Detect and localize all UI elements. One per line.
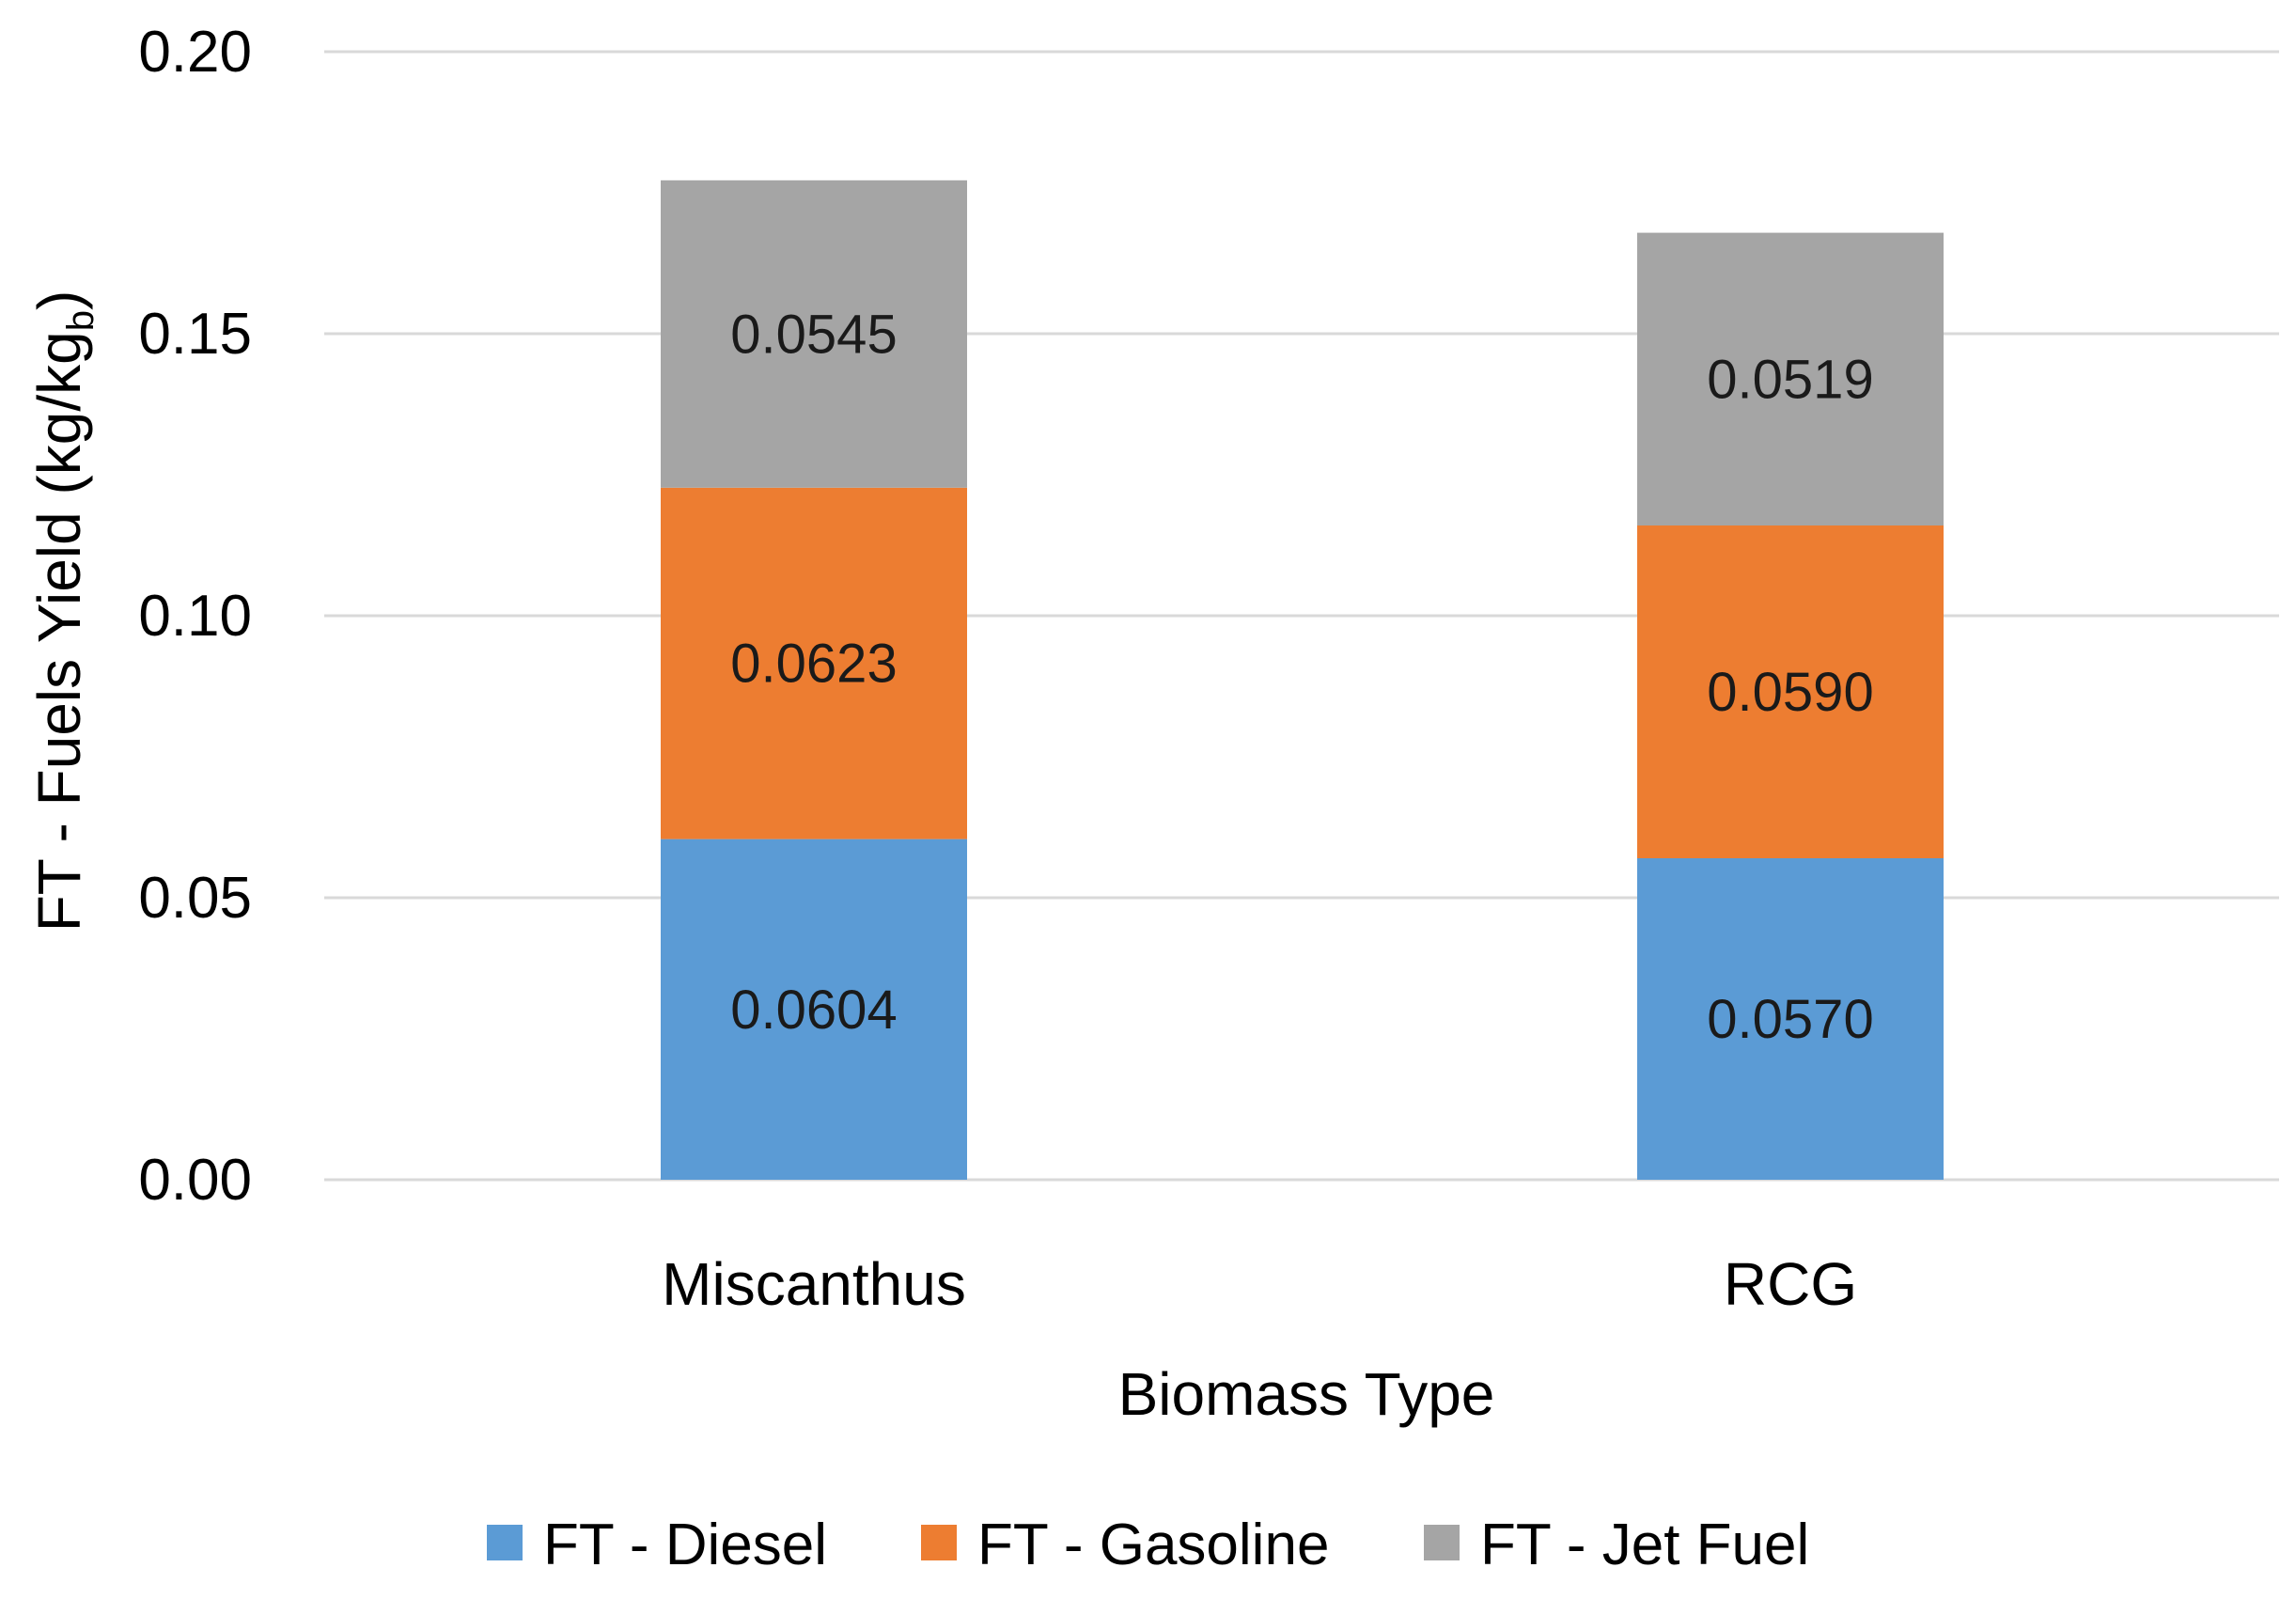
legend-swatch	[921, 1525, 957, 1560]
y-axis-title-main: FT - Fuels Yield (kg/kg	[25, 331, 93, 932]
legend-swatch	[1424, 1525, 1460, 1560]
data-label: 0.0590	[1707, 662, 1873, 723]
x-axis-ticks: Miscanthus RCG	[662, 1250, 1857, 1318]
data-labels: 0.0604 0.0623 0.0545 0.0570 0.0590 0.0519	[730, 304, 1873, 1050]
bar-segment	[661, 180, 967, 488]
y-tick-label: 0.20	[138, 20, 252, 85]
legend-label: FT - Jet Fuel	[1480, 1513, 1809, 1577]
data-label: 0.0545	[730, 304, 897, 365]
y-axis-title-close: )	[25, 290, 93, 310]
legend-label: FT - Gasoline	[977, 1513, 1329, 1577]
gridlines	[324, 50, 2279, 1182]
bar-segment	[1637, 232, 1944, 525]
data-label: 0.0519	[1707, 349, 1873, 410]
y-tick-label: 0.15	[138, 302, 252, 367]
data-label: 0.0623	[730, 634, 897, 695]
legend-item: FT - Gasoline	[921, 1513, 1329, 1577]
legend-label: FT - Diesel	[543, 1513, 827, 1577]
bar-segment	[661, 839, 967, 1180]
x-tick-label: Miscanthus	[662, 1250, 966, 1318]
data-label: 0.0570	[1707, 989, 1873, 1050]
y-axis-title: FT - Fuels Yield (kg/kgb)	[25, 290, 102, 933]
y-tick-label: 0.00	[138, 1148, 252, 1213]
bar-segment	[1637, 525, 1944, 858]
x-axis-title: Biomass Type	[1118, 1360, 1495, 1428]
legend-item: FT - Jet Fuel	[1424, 1513, 1809, 1577]
y-tick-label: 0.05	[138, 866, 252, 931]
x-tick-label: RCG	[1724, 1250, 1857, 1318]
bars	[661, 180, 1944, 1180]
y-axis-ticks: 0.00 0.05 0.10 0.15 0.20	[138, 20, 252, 1213]
legend-item: FT - Diesel	[487, 1513, 827, 1577]
legend-swatch	[487, 1525, 523, 1560]
bar-segment	[661, 487, 967, 839]
y-axis-title-subscript: b	[60, 310, 102, 331]
bar-segment	[1637, 858, 1944, 1180]
data-label: 0.0604	[730, 980, 897, 1041]
legend: FT - Diesel FT - Gasoline FT - Jet Fuel	[487, 1513, 1809, 1577]
y-tick-label: 0.10	[138, 584, 252, 649]
